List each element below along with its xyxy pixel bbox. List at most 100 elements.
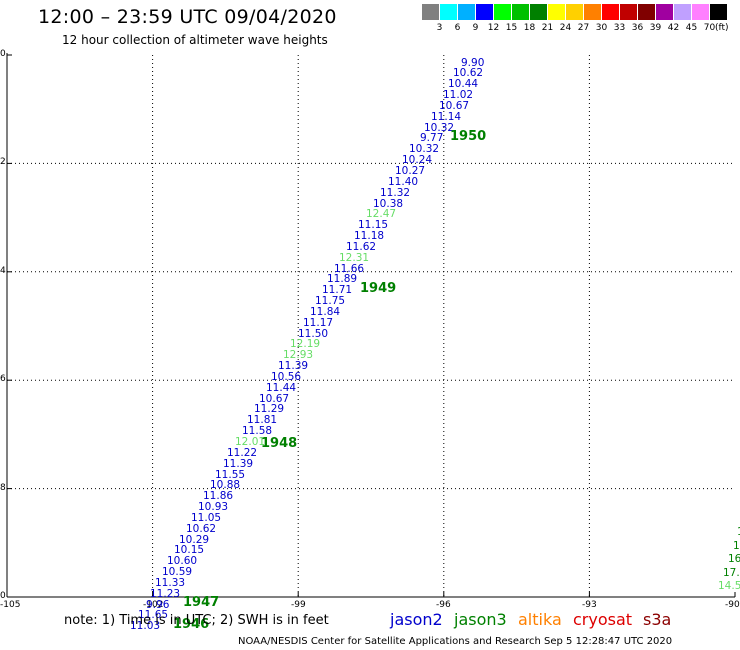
wave-height-value: 10.59 — [162, 566, 193, 579]
wave-height-value: 10.38 — [373, 197, 404, 210]
wave-height-value: 14.54 — [718, 580, 740, 593]
color-scale-unit: (ft) — [715, 23, 729, 33]
satellite-legend-cryosat: cryosat — [573, 610, 633, 629]
page-subtitle: 12 hour collection of altimeter wave hei… — [62, 33, 328, 47]
pass-time-label: 1948 — [261, 435, 298, 451]
wave-height-value: 11.44 — [266, 381, 297, 394]
wave-height-value: 10.88 — [210, 479, 241, 492]
color-swatch-label: 3 — [436, 23, 443, 33]
color-swatch-label: 6 — [454, 23, 461, 33]
wave-height-value: 11.14 — [431, 110, 462, 123]
wave-height-value: 17.51 — [723, 566, 740, 579]
wave-height-value: 10.67 — [259, 392, 290, 405]
wave-height-value: 11.03 — [130, 620, 161, 633]
wave-height-value: 11.17 — [303, 316, 334, 329]
color-swatch-label: 27 — [577, 23, 590, 33]
wave-height-value: 10.44 — [448, 78, 479, 91]
color-swatch-label: 9 — [472, 23, 479, 33]
color-swatch — [494, 4, 511, 20]
color-swatch-label: 18 — [523, 23, 536, 33]
color-swatch — [674, 4, 691, 20]
latitude-label: -30 — [0, 49, 6, 59]
color-swatch-label: 15 — [505, 23, 518, 33]
color-swatch — [584, 4, 601, 20]
wave-height-value: 10.32 — [409, 143, 440, 156]
wave-height-value: 10.24 — [402, 154, 433, 167]
wave-height-value: 11.50 — [298, 327, 329, 340]
color-swatch — [476, 4, 493, 20]
wave-height-value: 10.15 — [174, 544, 205, 557]
color-swatch — [692, 4, 709, 20]
latitude-label: -34 — [0, 265, 6, 276]
wave-height-value: 11.75 — [315, 295, 346, 308]
wave-height-value: 11.71 — [322, 284, 353, 297]
wave-height-value: 11.62 — [346, 240, 377, 253]
wave-height-value: 11.18 — [354, 230, 385, 243]
wave-height-value: 9.77 — [420, 132, 444, 145]
satellite-legend-jason3: jason3 — [454, 610, 507, 629]
color-swatch — [656, 4, 673, 20]
color-swatch — [620, 4, 637, 20]
wave-height-value: 11.15 — [358, 219, 389, 232]
pass-time-label: 1947 — [183, 595, 220, 611]
longitude-label: -99 — [291, 600, 306, 610]
wave-height-value: 11.65 — [138, 609, 169, 622]
wave-height-value: 11.86 — [203, 490, 234, 503]
color-swatch-label: 45 — [685, 23, 698, 33]
color-swatch-label: 33 — [613, 23, 626, 33]
wave-height-value: 11.29 — [254, 403, 285, 416]
color-swatch — [458, 4, 475, 20]
color-swatch — [530, 4, 547, 20]
color-swatch — [422, 4, 439, 20]
color-swatch-label: 36 — [631, 23, 644, 33]
wave-height-value: 16.45 — [728, 553, 740, 566]
color-swatch-label: 24 — [559, 23, 572, 33]
color-swatch-label: 12 — [487, 23, 500, 33]
satellite-legend-altika: altika — [518, 610, 562, 629]
wave-height-value: 11.55 — [215, 468, 246, 481]
color-swatch-label: 42 — [667, 23, 680, 33]
wave-height-value: 11.81 — [247, 414, 278, 427]
wave-height-value: 17.96 — [737, 526, 740, 538]
wave-height-value: 11.89 — [327, 273, 358, 286]
wave-height-value: 10.56 — [271, 370, 302, 383]
pass-time-label: 1946 — [173, 617, 210, 633]
wave-height-value: 10.29 — [179, 533, 210, 546]
wave-height-value: 11.39 — [223, 457, 254, 470]
wave-height-value: 11.33 — [155, 576, 186, 589]
wave-height-value: 10.60 — [167, 555, 198, 568]
wave-height-value: 11.32 — [380, 186, 411, 199]
wave-height-value: 10.32 — [424, 121, 455, 134]
color-swatch — [566, 4, 583, 20]
wave-height-value: 12.01 — [235, 435, 266, 448]
longitude-label: -93 — [582, 600, 597, 610]
latitude-label: -32 — [0, 157, 6, 168]
wave-height-value: 10.27 — [395, 164, 426, 177]
longitude-label: -90 — [725, 600, 740, 610]
wave-height-value: 17.42 — [733, 539, 740, 552]
satellite-legend-s3a: s3a — [643, 610, 672, 629]
longitude-label: -96 — [436, 600, 451, 610]
wave-height-value: 9.96 — [146, 598, 170, 611]
color-swatch — [440, 4, 457, 20]
wave-height-value: 11.23 — [150, 587, 181, 600]
color-swatch-label: 21 — [541, 23, 554, 33]
wave-height-value: 12.19 — [290, 338, 321, 351]
color-swatch — [548, 4, 565, 20]
color-swatch-label: 39 — [649, 23, 662, 33]
wave-height-value: 11.84 — [310, 305, 341, 318]
latitude-label: -38 — [0, 482, 6, 493]
credit-line: NOAA/NESDIS Center for Satellite Applica… — [238, 636, 673, 647]
wave-height-value: 10.62 — [453, 67, 484, 80]
wave-height-value: 9.90 — [461, 56, 485, 69]
footer-note: note: 1) Time is in UTC; 2) SWH is in fe… — [64, 613, 329, 628]
longitude-label: -102 — [143, 600, 164, 610]
wave-height-value: 10.93 — [198, 501, 229, 514]
wave-height-value: 12.31 — [339, 251, 370, 264]
wave-height-value: 11.22 — [227, 446, 258, 459]
wave-height-value: 11.40 — [388, 175, 419, 188]
wave-height-value: 12.47 — [366, 208, 397, 221]
color-swatch — [512, 4, 529, 20]
color-swatch-label: 30 — [595, 23, 608, 33]
